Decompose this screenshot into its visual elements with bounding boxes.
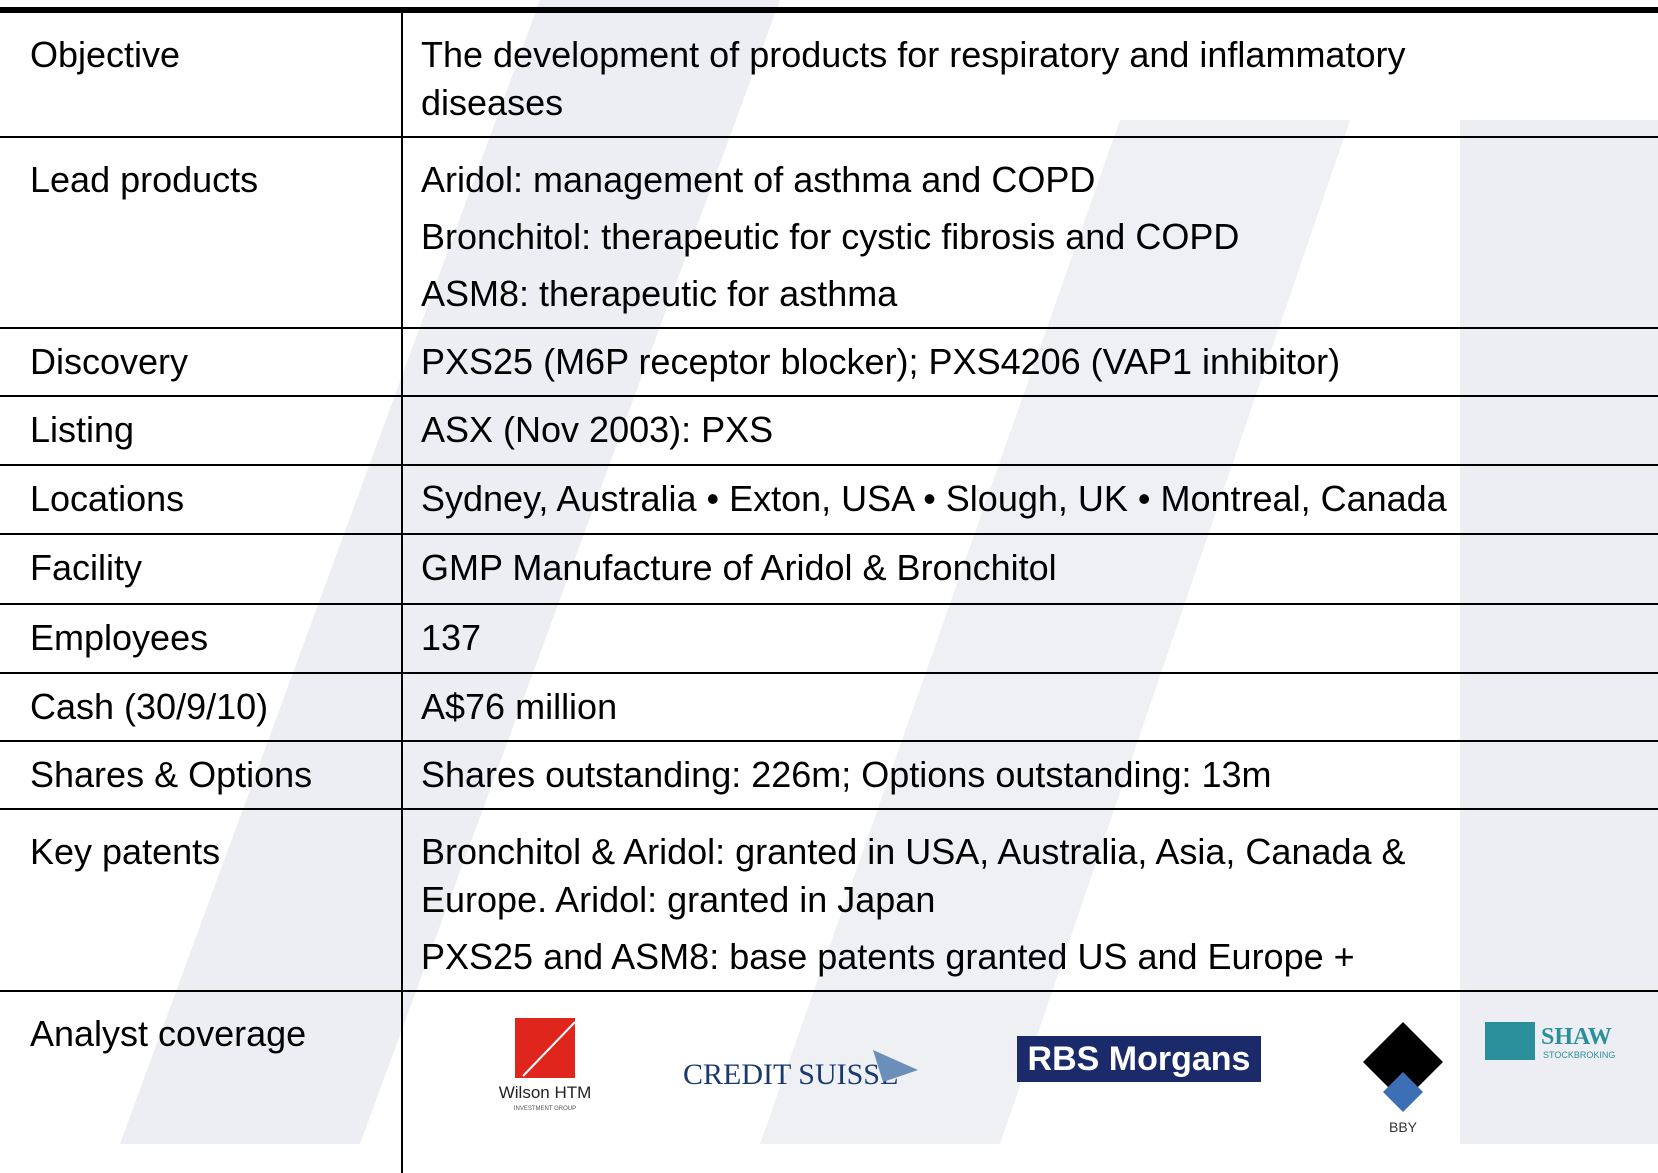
text-line: PXS25 (M6P receptor blocker); PXS4206 (V…: [421, 341, 1341, 382]
row-label: Cash (30/9/10): [0, 673, 403, 742]
table-row: Discovery PXS25 (M6P receptor blocker); P…: [0, 328, 1658, 397]
paragraph: 137: [421, 614, 1658, 662]
paragraph: ASX (Nov 2003): PXS: [421, 406, 1658, 454]
logo-bby: [1363, 1022, 1443, 1102]
logo-shaw-tag: STOCKBROKING: [1543, 1050, 1615, 1060]
paragraph: Aridol: management of asthma and COPD: [421, 156, 1658, 204]
paragraph: Sydney, Australia • Exton, USA • Slough,…: [421, 475, 1658, 523]
table-row: Listing ASX (Nov 2003): PXS: [0, 396, 1658, 466]
logo-wilson-tag: INVESTMENT GROUP: [514, 1106, 576, 1112]
text-line: Europe. Aridol: granted in Japan: [421, 879, 936, 920]
paragraph: PXS25 and ASM8: base patents granted US …: [421, 933, 1658, 981]
paragraph: PXS25 (M6P receptor blocker); PXS4206 (V…: [421, 338, 1658, 386]
text-line: GMP Manufacture of Aridol & Bronchitol: [421, 547, 1057, 588]
text-line: Bronchitol: therapeutic for cystic fibro…: [421, 216, 1240, 257]
paragraph: A$76 million: [421, 683, 1658, 731]
logo-rbs: [1017, 1036, 1261, 1082]
row-label: Discovery: [0, 328, 403, 397]
logo-bby-name: BBY: [1389, 1119, 1418, 1135]
text-line: PXS25 and ASM8: base patents granted US …: [421, 936, 1355, 977]
row-label: Key patents: [0, 809, 403, 992]
row-value: Bronchitol & Aridol: granted in USA, Aus…: [402, 809, 1658, 992]
logo-bby-blue: [1383, 1072, 1423, 1112]
row-label: Locations: [0, 465, 403, 535]
paragraph: Bronchitol: therapeutic for cystic fibro…: [421, 213, 1658, 261]
logo-shaw-name: SHAW: [1541, 1024, 1612, 1050]
logo-cs-sail: [873, 1050, 918, 1082]
text-line: Aridol: management of asthma and COPD: [421, 159, 1096, 200]
info-table: Objective The development of products for…: [0, 7, 1658, 1173]
text-line: Sydney, Australia • Exton, USA • Slough,…: [421, 478, 1447, 519]
text-line: The development of products for respirat…: [421, 34, 1406, 75]
row-value: A$76 million: [402, 673, 1658, 742]
table-row: Locations Sydney, Australia • Exton, USA …: [0, 465, 1658, 535]
text-line: A$76 million: [421, 686, 618, 727]
logo-wilson-line: [522, 1021, 576, 1077]
paragraph: GMP Manufacture of Aridol & Bronchitol: [421, 544, 1658, 592]
table-row: Key patents Bronchitol & Aridol: granted …: [0, 809, 1658, 992]
row-label: Shares & Options: [0, 741, 403, 810]
row-label: Lead products: [0, 137, 403, 329]
row-value: The development of products for respirat…: [402, 10, 1658, 138]
row-label: Facility: [0, 534, 403, 605]
text-line: ASX (Nov 2003): PXS: [421, 409, 774, 450]
row-label: Analyst coverage: [0, 991, 403, 1173]
row-label: Listing: [0, 396, 403, 466]
logo-shaw-box: [1485, 1022, 1535, 1060]
table-row: Employees 137: [0, 604, 1658, 674]
text-line: Shares outstanding: 226m; Options outsta…: [421, 754, 1272, 795]
row-value: Shares outstanding: 226m; Options outsta…: [402, 741, 1658, 810]
text-line: Bronchitol & Aridol: granted in USA, Aus…: [421, 831, 1406, 872]
logo-wilson-name: Wilson HTM: [499, 1083, 592, 1102]
paragraph: Bronchitol & Aridol: granted in USA, Aus…: [421, 828, 1658, 924]
row-value: Sydney, Australia • Exton, USA • Slough,…: [402, 465, 1658, 535]
paragraph: ASM8: therapeutic for asthma: [421, 270, 1658, 318]
logos: Wilson HTM INVESTMENT GROUP CREDIT SUISSE R…: [499, 1018, 1615, 1135]
row-label: Objective: [0, 10, 403, 138]
logo-wilson: [515, 1018, 575, 1078]
row-label: Employees: [0, 604, 403, 674]
paragraph: Shares outstanding: 226m; Options outsta…: [421, 751, 1658, 799]
table-row: Lead products Aridol: management of asthm…: [0, 137, 1658, 329]
paragraph: The development of products for respirat…: [421, 31, 1658, 127]
table-row: Objective The development of products for…: [0, 10, 1658, 138]
row-value: GMP Manufacture of Aridol & Bronchitol: [402, 534, 1658, 605]
table-row: Shares & Options Shares outstanding: 226m…: [0, 741, 1658, 810]
text-line: diseases: [421, 82, 564, 123]
row-value: Aridol: management of asthma and COPD Bro…: [402, 137, 1658, 329]
text-line: 137: [421, 617, 482, 658]
table-row: Facility GMP Manufacture of Aridol & Bron…: [0, 534, 1658, 605]
logo-rbs-name: RBS Morgans: [1028, 1040, 1251, 1078]
logo-credit-suisse: CREDIT SUISSE: [683, 1058, 898, 1091]
table-row: Analyst coverage Wilson HTM INVESTMENT GRO…: [0, 991, 1658, 1173]
row-value: 137: [402, 604, 1658, 674]
row-value: ASX (Nov 2003): PXS: [402, 396, 1658, 466]
row-value: PXS25 (M6P receptor blocker); PXS4206 (V…: [402, 328, 1658, 397]
text-line: ASM8: therapeutic for asthma: [421, 273, 898, 314]
logo-cell: Wilson HTM INVESTMENT GROUP CREDIT SUISSE R…: [402, 991, 1658, 1173]
table-row: Cash (30/9/10) A$76 million: [0, 673, 1658, 742]
